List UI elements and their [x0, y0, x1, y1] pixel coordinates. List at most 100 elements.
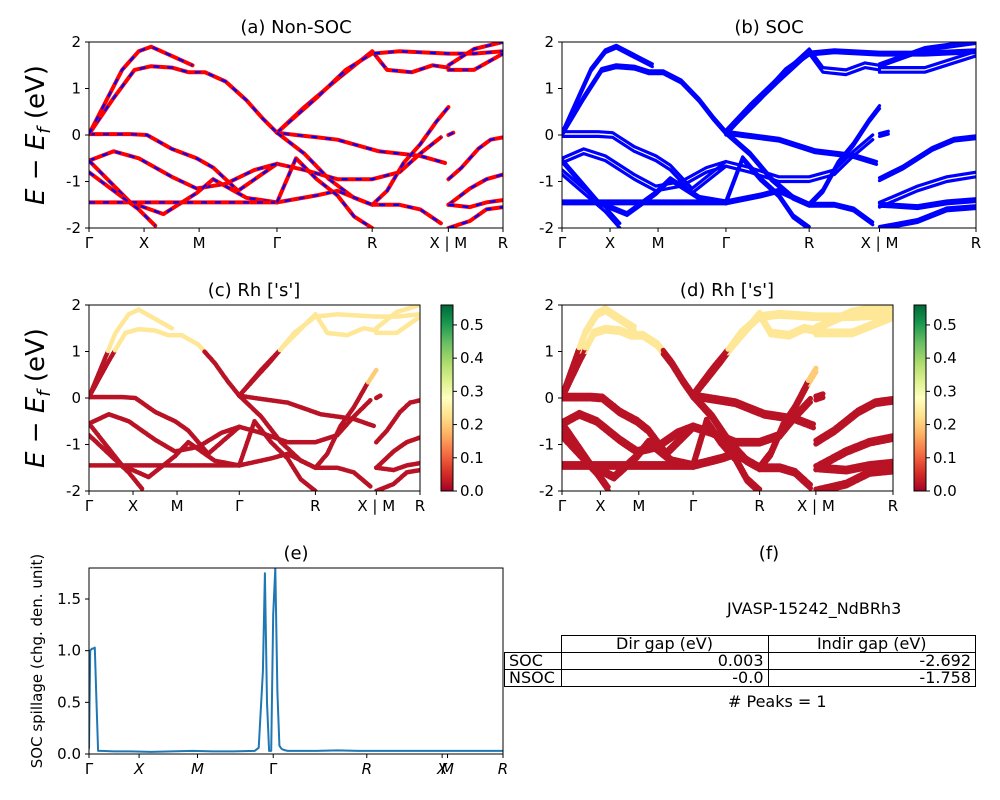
band-point: [378, 393, 383, 399]
spillage-line: [89, 568, 503, 753]
x-tick-label: R: [804, 234, 814, 252]
band-line-non-soc: [89, 158, 279, 217]
y-tick-label: 0: [544, 126, 554, 144]
band-point: [313, 488, 318, 491]
band-line-soc: [447, 131, 454, 136]
x-tick-label: M: [193, 234, 206, 252]
band-point: [890, 433, 893, 439]
band-line-non-soc: [446, 135, 503, 182]
band-point: [417, 435, 420, 440]
band-line-soc: [877, 199, 976, 211]
y-tick-label: 2: [544, 33, 554, 51]
band-line-soc: [724, 47, 882, 132]
band-point: [605, 484, 611, 490]
y-tick-label: 2: [71, 33, 81, 51]
band-line-soc: [562, 187, 875, 224]
x-tick-label: Γ: [235, 497, 244, 515]
y-tick-label: 0.5: [57, 693, 81, 711]
gap-table-cell: -0.0: [560, 669, 769, 687]
band-line-soc: [562, 172, 622, 228]
panel-d-points: [562, 305, 893, 491]
band-line-soc: [89, 150, 278, 190]
panel-a-ylabel: E − Ef (eV): [21, 65, 55, 205]
band-point: [169, 326, 175, 331]
band-point: [807, 395, 814, 402]
colorbar-tick-label: 0.3: [933, 382, 957, 400]
band-line-soc: [448, 52, 503, 71]
gap-table-header: Dir gap (eV) Indir gap (eV): [504, 635, 976, 653]
band-line-soc: [447, 42, 503, 67]
band-line-soc: [89, 133, 442, 192]
panel-c-colorbar-ticks: 0.00.10.20.30.40.5: [453, 316, 484, 500]
band-line-soc: [877, 204, 976, 228]
y-tick-label: 1: [71, 343, 81, 361]
gap-table-cell: 0.003: [560, 652, 769, 670]
band-point: [757, 486, 763, 491]
x-tick-label: Γ: [85, 234, 94, 252]
y-tick-label: 2: [544, 296, 554, 314]
band-point: [631, 327, 637, 333]
y-tick-label: 0: [71, 126, 81, 144]
y-tick-label: -1: [539, 173, 554, 191]
y-tick-label: 2: [71, 296, 81, 314]
y-tick-label: 1.0: [57, 642, 81, 660]
x-tick-label: X | M: [797, 497, 835, 515]
band-point: [807, 481, 814, 488]
band-line-soc: [89, 45, 193, 135]
panel-f-peaks: # Peaks = 1: [728, 692, 827, 711]
colorbar-tick-label: 0.0: [933, 482, 957, 500]
band-point: [690, 422, 696, 428]
band-line-soc: [877, 132, 890, 138]
band-line-non-soc: [89, 132, 443, 193]
x-tick-label: R: [971, 234, 981, 252]
x-tick-label: M: [191, 760, 204, 778]
panel-e-ylabel: SOC spillage (chg. den. unit): [28, 554, 46, 769]
x-tick-label: Γ: [269, 760, 278, 778]
panel-d-title: (d) Rh ['s']: [680, 280, 774, 301]
x-tick-label: M: [171, 497, 184, 515]
band-point: [820, 391, 826, 397]
band-point: [417, 314, 420, 319]
band-line-soc: [447, 136, 503, 181]
band-line-non-soc: [275, 49, 503, 135]
x-tick-label: Γ: [85, 497, 94, 515]
x-tick-label: X | M: [861, 234, 899, 252]
x-tick-label: X | M: [429, 234, 467, 252]
y-tick-label: -1: [539, 436, 554, 454]
x-tick-label: R: [415, 497, 425, 515]
band-line-soc: [89, 65, 446, 164]
band-point: [237, 424, 242, 430]
colorbar-tick-label: 0.0: [460, 482, 484, 500]
band-line-soc: [724, 155, 811, 228]
colorbar-tick-label: 0.1: [933, 449, 957, 467]
x-tick-label: X: [595, 497, 605, 515]
y-tick-label: 1: [544, 80, 554, 98]
panel-e-axes: 0.00.51.01.5Γ X M Γ R XM R: [57, 590, 508, 778]
colorbar-tick-label: 0.4: [933, 349, 957, 367]
band-line-non-soc: [89, 170, 158, 228]
y-tick-label: -2: [539, 482, 554, 500]
colorbar-tick-label: 0.5: [460, 316, 484, 334]
gap-table: Dir gap (eV) Indir gap (eV) SOC 0.003 -2…: [504, 635, 976, 687]
gap-table-row-label: SOC: [504, 652, 562, 670]
x-tick-label: R: [362, 760, 372, 778]
y-tick-label: -2: [66, 219, 81, 237]
panel-c-ylabel: E − Ef (eV): [21, 328, 55, 468]
band-point: [374, 367, 379, 373]
colorbar-tick-label: 0.5: [933, 316, 957, 334]
gap-table-row-label: NSOC: [504, 669, 562, 687]
y-tick-label: 1.5: [57, 590, 81, 608]
band-point: [417, 467, 420, 473]
gap-table-corner: [504, 635, 562, 653]
x-tick-label: Γ: [85, 760, 94, 778]
x-tick-label: R: [888, 497, 898, 515]
band-point: [890, 458, 893, 464]
panel-a-bands: [89, 42, 503, 228]
band-line-soc: [724, 51, 976, 136]
